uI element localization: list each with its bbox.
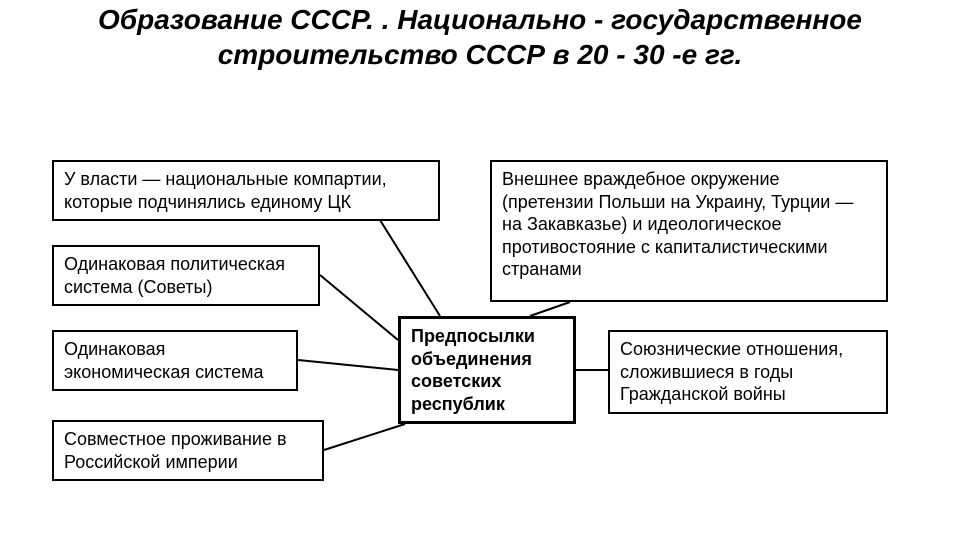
box-allied-relations: Союзнические отношения, сложившиеся в го…: [608, 330, 888, 414]
box-joint-living: Совместное проживание в Российской импер…: [52, 420, 324, 481]
box-center-preconditions: Предпосылки объединения советских респуб…: [398, 316, 576, 424]
box-economic-system: Одинаковая экономическая система: [52, 330, 298, 391]
box-power-compparties: У власти — национальные компартии, котор…: [52, 160, 440, 221]
canvas: Образование СССР. . Национально - госуда…: [0, 0, 960, 540]
box-political-system: Одинаковая политическая система (Советы): [52, 245, 320, 306]
box-external-hostile: Внешнее враждебное окружение (претензии …: [490, 160, 888, 302]
page-title: Образование СССР. . Национально - госуда…: [0, 2, 960, 72]
